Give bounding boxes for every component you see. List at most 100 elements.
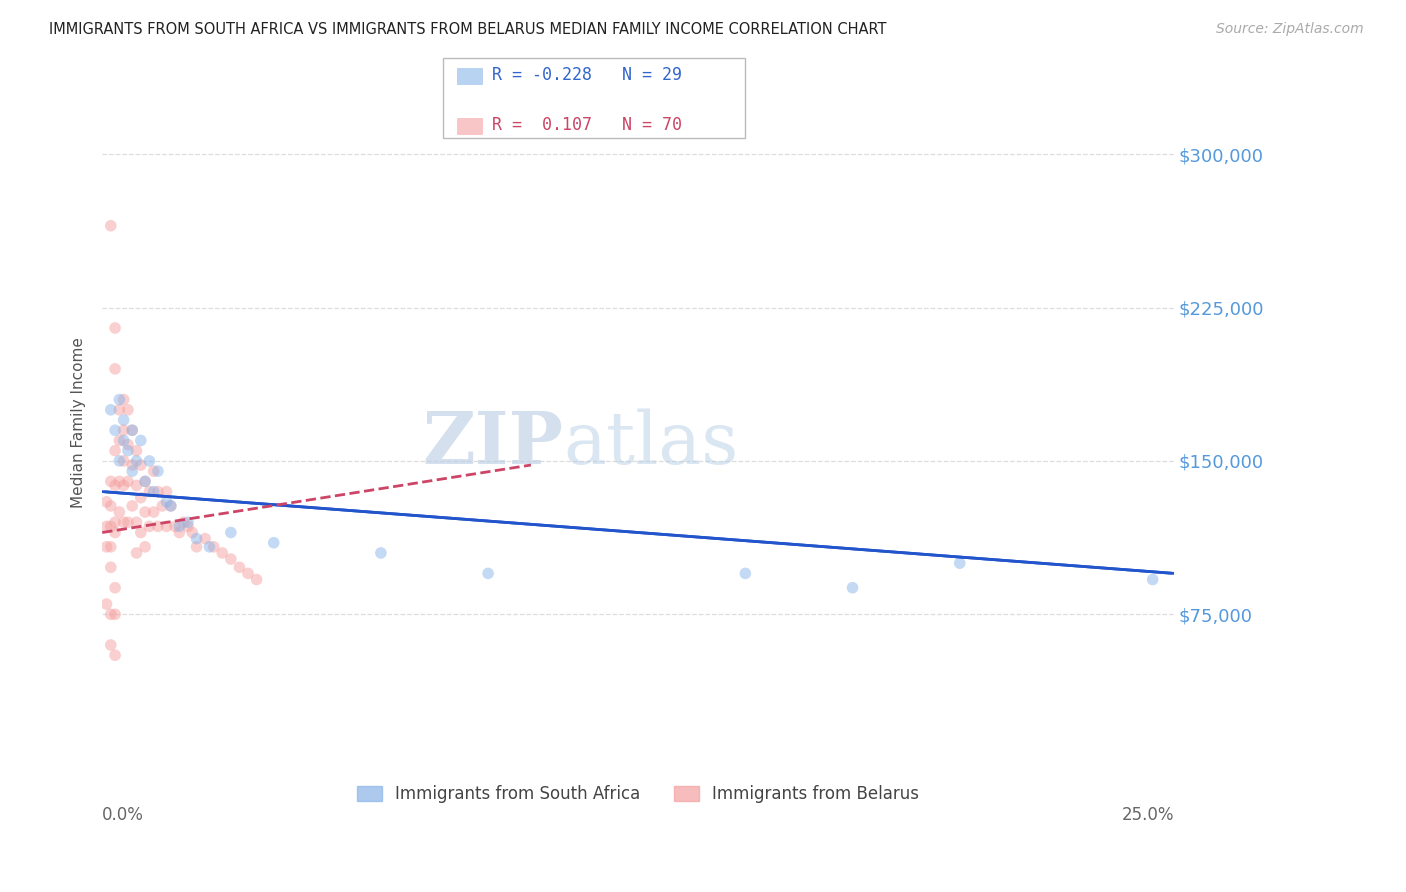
Point (108, 505, 131, 519)
Point (477, 566, 499, 581)
Point (96, 540, 118, 554)
Point (117, 437, 139, 451)
Point (100, 560, 122, 574)
Point (146, 519, 169, 533)
Point (173, 516, 195, 530)
Y-axis label: Median Family Income: Median Family Income (72, 337, 86, 508)
Point (104, 321, 127, 335)
Point (146, 464, 169, 478)
Point (121, 499, 143, 513)
Point (169, 519, 191, 533)
Point (1142, 573, 1164, 587)
Point (112, 516, 135, 530)
Point (100, 607, 122, 622)
Point (134, 540, 156, 554)
Point (121, 423, 143, 437)
Point (841, 581, 863, 595)
Point (165, 519, 187, 533)
Point (108, 454, 131, 468)
Text: atlas: atlas (564, 408, 738, 478)
Point (142, 464, 165, 478)
Point (146, 484, 169, 499)
Text: Source: ZipAtlas.com: Source: ZipAtlas.com (1216, 22, 1364, 37)
Point (155, 519, 177, 533)
Point (138, 484, 160, 499)
Point (181, 525, 204, 540)
Point (112, 423, 135, 437)
Point (138, 519, 160, 533)
Point (142, 484, 165, 499)
Point (125, 454, 148, 468)
Point (228, 560, 250, 574)
Point (134, 475, 156, 489)
Point (177, 519, 200, 533)
Legend: Immigrants from South Africa, Immigrants from Belarus: Immigrants from South Africa, Immigrants… (349, 776, 928, 811)
Point (104, 423, 127, 437)
Point (155, 495, 177, 509)
Point (125, 443, 148, 458)
Point (112, 478, 135, 492)
Point (177, 516, 200, 530)
Point (159, 499, 181, 513)
Point (155, 484, 177, 499)
Point (117, 516, 139, 530)
Point (263, 535, 285, 549)
Text: R = -0.228   N = 29: R = -0.228 N = 29 (492, 66, 682, 84)
Point (100, 475, 122, 489)
Point (129, 434, 152, 448)
Point (104, 525, 127, 540)
Point (121, 458, 143, 472)
Point (104, 607, 127, 622)
Point (108, 402, 131, 417)
Point (112, 413, 135, 427)
Point (211, 546, 233, 560)
Point (104, 581, 127, 595)
Point (104, 362, 127, 376)
Point (100, 402, 122, 417)
Point (100, 499, 122, 513)
Point (245, 573, 267, 587)
Point (121, 464, 143, 478)
Point (100, 519, 122, 533)
Point (150, 499, 173, 513)
Point (219, 525, 242, 540)
Point (112, 392, 135, 407)
Point (138, 454, 160, 468)
Point (117, 443, 139, 458)
Point (198, 540, 221, 554)
Point (104, 443, 127, 458)
Point (117, 402, 139, 417)
Point (112, 434, 135, 448)
Point (96, 495, 118, 509)
Point (142, 505, 165, 519)
Point (194, 532, 217, 546)
Point (134, 505, 156, 519)
Point (370, 546, 392, 560)
Point (129, 525, 152, 540)
Point (159, 499, 181, 513)
Point (186, 540, 208, 554)
Point (104, 648, 127, 663)
Point (117, 475, 139, 489)
Point (125, 516, 148, 530)
Point (108, 392, 131, 407)
Point (100, 219, 122, 233)
Point (219, 552, 242, 566)
Point (734, 566, 756, 581)
Point (186, 532, 208, 546)
Point (96, 597, 118, 611)
Point (96, 519, 118, 533)
Text: ZIP: ZIP (422, 408, 564, 479)
Point (104, 516, 127, 530)
Point (134, 475, 156, 489)
Point (236, 566, 259, 581)
Point (104, 478, 127, 492)
Text: 25.0%: 25.0% (1122, 805, 1174, 823)
Point (169, 525, 191, 540)
Point (100, 540, 122, 554)
Point (129, 458, 152, 472)
Point (202, 540, 225, 554)
Point (949, 556, 972, 570)
Point (129, 491, 152, 505)
Text: 0.0%: 0.0% (103, 805, 143, 823)
